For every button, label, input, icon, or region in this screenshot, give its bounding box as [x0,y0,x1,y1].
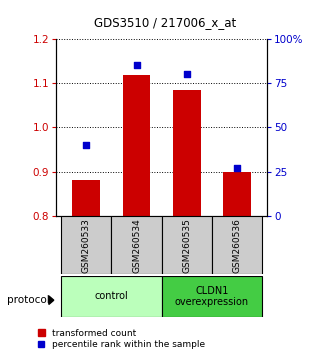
Bar [61,276,162,317]
Point [235,165,240,171]
Polygon shape [49,296,54,304]
Point [184,72,189,77]
Text: GSM260536: GSM260536 [233,218,242,273]
Point [83,142,89,148]
Bar [73,180,100,216]
Bar [123,75,150,216]
Text: GDS3510 / 217006_x_at: GDS3510 / 217006_x_at [94,16,236,29]
Text: protocol: protocol [7,295,50,305]
Bar [212,216,262,274]
Legend: transformed count, percentile rank within the sample: transformed count, percentile rank withi… [38,329,205,349]
Bar [162,276,262,317]
Bar [61,216,112,274]
Text: GSM260535: GSM260535 [182,218,191,273]
Text: CLDN1
overexpression: CLDN1 overexpression [175,286,249,307]
Text: control: control [94,291,128,302]
Point [134,63,139,68]
Text: GSM260534: GSM260534 [132,218,141,273]
Bar [223,172,251,216]
Bar [112,216,162,274]
Bar [173,90,201,216]
Bar [162,216,212,274]
Text: GSM260533: GSM260533 [82,218,91,273]
